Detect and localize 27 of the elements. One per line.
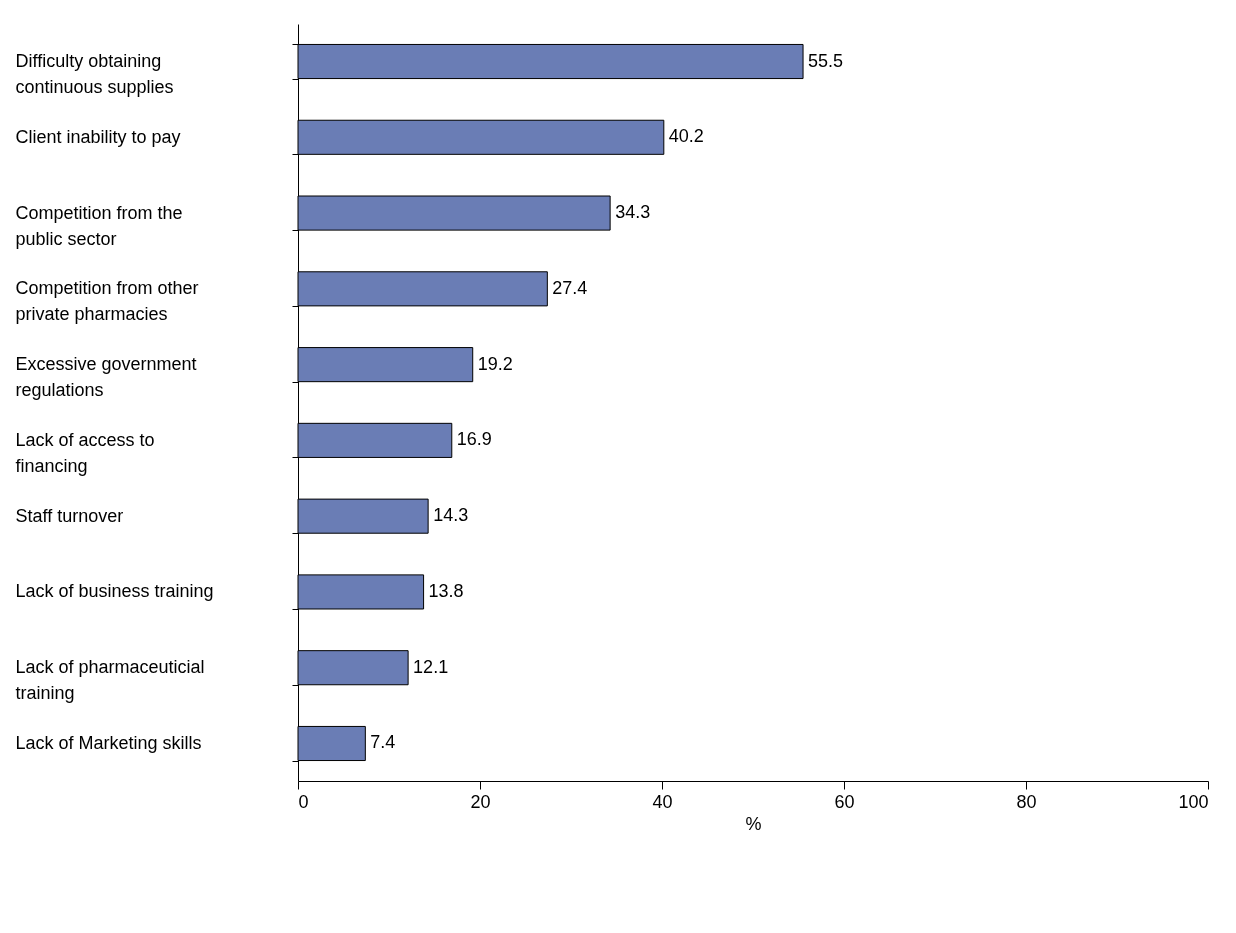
y-tick-label: Staff turnover: [15, 505, 124, 526]
data-label: 40.2: [668, 126, 704, 147]
data-label: 13.8: [428, 580, 464, 601]
data-label: 34.3: [615, 202, 651, 223]
data-label: 16.9: [456, 429, 492, 450]
data-label: 14.3: [433, 505, 469, 526]
x-tick-label: 80: [1016, 791, 1037, 812]
y-tick-label: Lack of access to financing: [15, 429, 155, 476]
x-tick-label: 0: [298, 791, 309, 812]
x-tick-label: 40: [652, 791, 673, 812]
y-tick-label: Client inability to pay: [15, 126, 181, 147]
y-tick-label: Lack of business training: [15, 581, 214, 602]
data-label: 7.4: [370, 732, 396, 753]
y-tick-label: Lack of Marketing skills: [15, 732, 202, 753]
y-tick-label: Lack of pharmaceuticial training: [15, 657, 205, 704]
y-tick-label: Excessive government regulations: [15, 354, 197, 401]
x-tick-label: 100: [1178, 791, 1209, 812]
data-label: 27.4: [552, 277, 588, 298]
data-label: 55.5: [808, 50, 844, 71]
x-axis-title: %: [745, 813, 762, 834]
x-tick-label: 20: [470, 791, 491, 812]
y-tick-label: Competition from the public sector: [15, 202, 183, 249]
data-label: 12.1: [413, 656, 449, 677]
y-tick-label: Difficulty obtaining continuous supplies: [15, 51, 174, 98]
data-label: 19.2: [477, 353, 513, 374]
y-tick-label: Competition from other private pharmacies: [15, 278, 199, 325]
x-tick-label: 60: [834, 791, 855, 812]
